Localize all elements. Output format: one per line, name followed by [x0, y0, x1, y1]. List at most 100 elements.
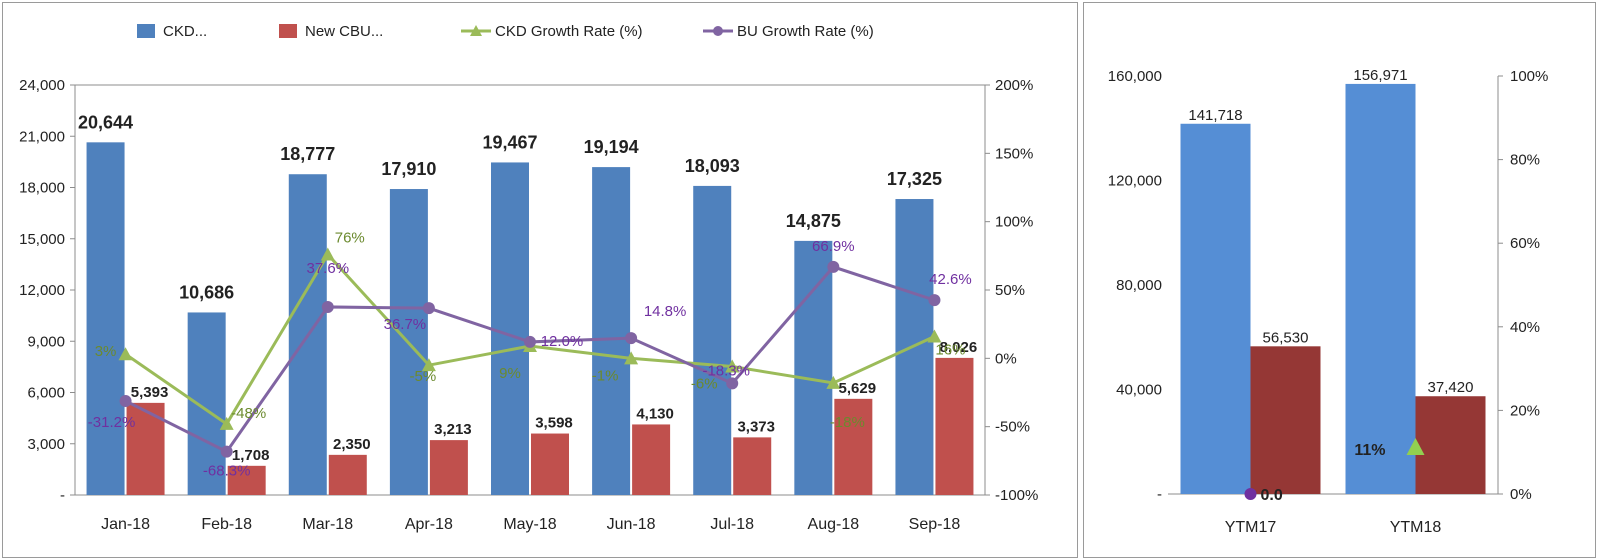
x-tick-label: Apr-18	[405, 516, 453, 533]
cbu-value-label: 56,530	[1263, 329, 1309, 346]
legend-label-1: New CBU...	[305, 23, 383, 40]
ckd-value-label: 10,686	[179, 282, 234, 302]
y-left-tick-label: 40,000	[1116, 382, 1162, 399]
ckd-value-label: 14,875	[786, 211, 841, 231]
bu-growth-label: -18.3%	[702, 362, 750, 379]
y-left-tick-label: -	[60, 487, 65, 504]
bar-new-cbu	[1415, 396, 1486, 494]
bu-growth-point	[928, 294, 941, 307]
y-left-tick-label: 24,000	[19, 77, 65, 94]
bu-growth-label: -31.2%	[88, 414, 136, 431]
monthly-chart-panel: CKD... New CBU... CKD Growth Rate (%) BU Gr…	[2, 2, 1078, 558]
y-right-tick-label: 0%	[995, 350, 1017, 367]
ckd-growth-label: -1%	[592, 367, 619, 384]
y-right-tick-label: 40%	[1510, 319, 1540, 336]
bu-growth-label: 12.0%	[541, 333, 584, 350]
bu-growth-label: 37.6%	[307, 260, 350, 277]
ckd-growth-label: -48%	[231, 405, 266, 422]
bar-ckd	[1345, 83, 1416, 494]
y-right-tick-label: 200%	[995, 77, 1033, 94]
ckd-growth-label: 76%	[335, 229, 365, 246]
cbu-value-label: 5,629	[839, 380, 877, 397]
y-right-tick-label: -50%	[995, 419, 1030, 436]
ckd-growth-point	[118, 347, 133, 361]
ckd-growth-label: 3%	[95, 343, 117, 360]
ckd-value-label: 156,971	[1353, 67, 1407, 84]
bar-new-cbu	[632, 424, 671, 495]
y-left-tick-label: 6,000	[27, 385, 65, 402]
bar-ckd	[794, 240, 833, 495]
legend-item-0: CKD...	[137, 23, 207, 40]
bu-growth-label: 42.6%	[929, 271, 972, 288]
bar-ckd	[491, 162, 529, 495]
ckd-growth-point	[725, 359, 740, 373]
y-left-tick-label: 18,000	[19, 180, 65, 197]
ckd-growth-label: 16%	[935, 341, 965, 358]
x-tick-label: Feb-18	[201, 516, 252, 533]
ckd-growth-point	[826, 375, 841, 389]
cbu-value-label: 37,420	[1428, 379, 1474, 396]
bu-growth-point	[321, 300, 334, 313]
legend-marker-2	[470, 25, 482, 36]
x-tick-label: YTM18	[1390, 519, 1442, 536]
bu-growth-point	[524, 335, 536, 348]
legend-swatch-0	[137, 24, 155, 38]
y-right-tick-label: 80%	[1510, 152, 1540, 169]
ckd-value-label: 17,325	[887, 169, 942, 189]
bu-growth-label: 36.7%	[384, 316, 427, 333]
ckd-growth-point	[219, 416, 234, 430]
bar-ckd	[693, 185, 732, 495]
cbu-value-label: 5,393	[131, 384, 169, 401]
bu-growth-point	[119, 394, 132, 407]
x-tick-label: Mar-18	[302, 516, 353, 533]
y-left-tick-label: 12,000	[19, 282, 65, 299]
y-right-tick-label: 100%	[1510, 68, 1548, 85]
y-right-tick-label: -100%	[995, 487, 1038, 504]
bu-growth-point	[220, 445, 233, 458]
bu-growth-point	[625, 332, 638, 345]
legend-item-1: New CBU...	[279, 23, 383, 40]
legend-swatch-1	[279, 24, 297, 38]
y-left-tick-label: 21,000	[19, 128, 65, 145]
ckd-value-label: 141,718	[1188, 107, 1242, 124]
bu-growth-point	[827, 260, 840, 273]
bu-growth-label: -68.3%	[203, 463, 251, 480]
y-left-tick-label: 80,000	[1116, 277, 1162, 294]
ckd-growth-label: -18%	[830, 414, 865, 431]
bar-new-cbu	[1250, 346, 1321, 494]
cbu-value-label: 3,598	[535, 415, 573, 432]
ckd-value-label: 20,644	[78, 112, 133, 132]
y-right-tick-label: 100%	[995, 214, 1033, 231]
bar-ckd	[86, 142, 125, 495]
ckd-growth-point	[624, 351, 639, 365]
bar-new-cbu	[834, 398, 873, 495]
ytd-chart-panel: - 40,000 80,000 120,000 160,000 0% 20% 40% 60% 80…	[1083, 2, 1596, 558]
ckd-value-label: 19,467	[482, 132, 537, 152]
bar-new-cbu	[227, 465, 266, 495]
y-right-tick-label: 150%	[995, 145, 1033, 162]
ckd-growth-label: 9%	[499, 365, 521, 382]
y-left-tick-label: 15,000	[19, 231, 65, 248]
cbu-value-label: 1,708	[232, 447, 270, 464]
ckd-growth-label: -6%	[691, 376, 718, 393]
y-right-tick-label: 20%	[1510, 402, 1540, 419]
bar-new-cbu	[531, 433, 569, 495]
bu-growth-label: 0.0	[1261, 487, 1283, 504]
y-right-tick-label: 50%	[995, 282, 1025, 299]
cbu-value-label: 8,026	[940, 339, 978, 356]
ckd-growth-point	[421, 358, 436, 372]
bar-ckd	[1180, 123, 1251, 495]
x-tick-label: Jun-18	[607, 516, 656, 533]
y-left-tick-label: 9,000	[27, 333, 65, 350]
ckd-growth-point	[1406, 438, 1425, 456]
bu-growth-point	[1244, 488, 1257, 500]
monthly-chart: CKD... New CBU... CKD Growth Rate (%) BU Gr…	[19, 23, 1038, 533]
legend-marker-3	[713, 26, 723, 36]
ytd-chart: - 40,000 80,000 120,000 160,000 0% 20% 40% 60% 80…	[1108, 67, 1549, 536]
bar-ckd	[187, 312, 226, 495]
y-left-tick-label: 3,000	[27, 436, 65, 453]
bu-growth-label: 66.9%	[812, 238, 855, 255]
ckd-growth-label: 11%	[1354, 442, 1385, 459]
ckd-value-label: 19,194	[584, 137, 639, 157]
x-tick-label: Aug-18	[808, 516, 860, 533]
